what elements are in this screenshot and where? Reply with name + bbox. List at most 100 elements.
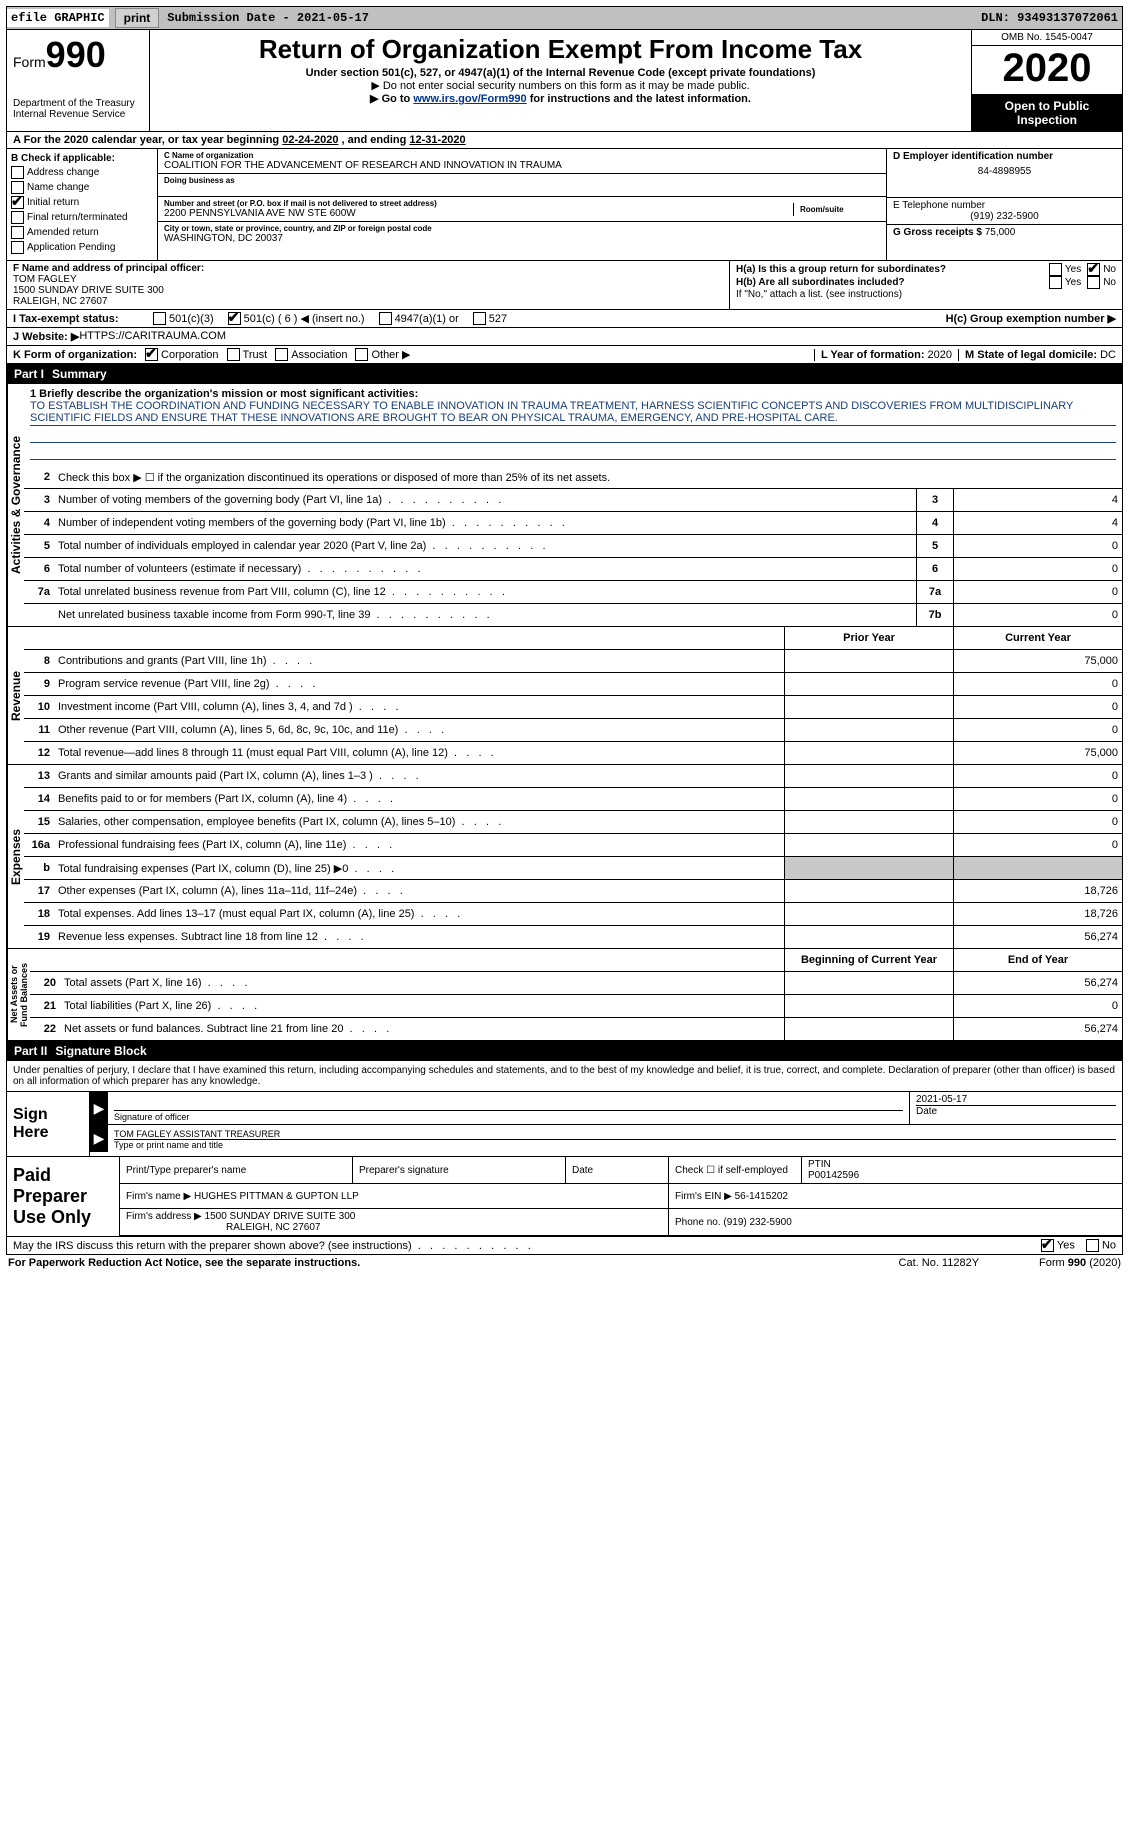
b-checkbox[interactable]	[11, 226, 24, 239]
501c-checkbox[interactable]	[228, 312, 241, 325]
summary-block: Activities & Governance 1 Briefly descri…	[6, 384, 1123, 1041]
hb-yes-checkbox[interactable]	[1049, 276, 1062, 289]
hb-label: H(b) Are all subordinates included?	[736, 277, 1049, 288]
firm-addr1: 1500 SUNDAY DRIVE SUITE 300	[205, 1211, 356, 1222]
part2-header: Part II Signature Block	[6, 1041, 1123, 1061]
b-check-item: Initial return	[11, 196, 153, 209]
k-assoc-checkbox[interactable]	[275, 348, 288, 361]
q1-label: 1 Briefly describe the organization's mi…	[30, 388, 1116, 400]
table-row: 11Other revenue (Part VIII, column (A), …	[24, 719, 1122, 742]
section-c: C Name of organization COALITION FOR THE…	[158, 149, 886, 260]
table-row: 12Total revenue—add lines 8 through 11 (…	[24, 742, 1122, 765]
header-right: OMB No. 1545-0047 2020 Open to Public In…	[971, 30, 1122, 131]
prep-sig-hdr: Preparer's signature	[353, 1157, 566, 1184]
table-row: 21Total liabilities (Part X, line 26)0	[30, 995, 1122, 1018]
firm-phone: (919) 232-5900	[723, 1217, 791, 1228]
table-row: 15Salaries, other compensation, employee…	[24, 811, 1122, 834]
q1-mission: 1 Briefly describe the organization's mi…	[24, 384, 1122, 466]
table-row: 17Other expenses (Part IX, column (A), l…	[24, 880, 1122, 903]
table-row: 7aTotal unrelated business revenue from …	[24, 581, 1122, 604]
period-end: 12-31-2020	[409, 134, 465, 146]
footer-right: Form 990 (2020)	[1039, 1257, 1121, 1269]
footer: For Paperwork Reduction Act Notice, see …	[6, 1255, 1123, 1271]
b-checkbox[interactable]	[11, 211, 24, 224]
section-j-website: J Website: ▶ HTTPS://CARITRAUMA.COM	[6, 328, 1123, 346]
website-url: HTTPS://CARITRAUMA.COM	[79, 330, 226, 343]
officer-name: TOM FAGLEY	[13, 274, 723, 285]
table-row: 2Check this box ▶ ☐ if the organization …	[24, 466, 1122, 489]
section-d-e-g: D Employer identification number 84-4898…	[886, 149, 1122, 260]
j-label: J Website: ▶	[13, 330, 79, 343]
firm-name: HUGHES PITTMAN & GUPTON LLP	[194, 1191, 359, 1202]
paid-preparer-block: Paid Preparer Use Only Print/Type prepar…	[6, 1157, 1123, 1237]
entity-info-grid: B Check if applicable: Address changeNam…	[6, 149, 1123, 261]
discuss-yes-checkbox[interactable]	[1041, 1239, 1054, 1252]
city-label: City or town, state or province, country…	[164, 224, 880, 233]
org-name: COALITION FOR THE ADVANCEMENT OF RESEARC…	[164, 160, 562, 171]
ha-no-checkbox[interactable]	[1087, 263, 1100, 276]
table-row: 3Number of voting members of the governi…	[24, 489, 1122, 512]
instructions-link[interactable]: www.irs.gov/Form990	[413, 93, 526, 105]
q1-text: TO ESTABLISH THE COORDINATION AND FUNDIN…	[30, 400, 1116, 426]
na-table: Beginning of Current YearEnd of Year20To…	[30, 949, 1122, 1040]
table-row: 18Total expenses. Add lines 13–17 (must …	[24, 903, 1122, 926]
k-label: K Form of organization:	[13, 349, 137, 361]
527-checkbox[interactable]	[473, 312, 486, 325]
table-row: 8Contributions and grants (Part VIII, li…	[24, 650, 1122, 673]
k-trust-checkbox[interactable]	[227, 348, 240, 361]
b-checkbox[interactable]	[11, 166, 24, 179]
ha-yes-checkbox[interactable]	[1049, 263, 1062, 276]
room-label: Room/suite	[800, 205, 880, 214]
subtitle-2: ▶ Do not enter social security numbers o…	[156, 79, 965, 92]
k-corp-checkbox[interactable]	[145, 348, 158, 361]
e-label: E Telephone number	[893, 200, 1116, 211]
table-row: 13Grants and similar amounts paid (Part …	[24, 765, 1122, 788]
header-title-block: Return of Organization Exempt From Incom…	[150, 30, 971, 131]
501c-text: 501(c) ( 6 ) ◀ (insert no.)	[244, 312, 365, 325]
discuss-no-checkbox[interactable]	[1086, 1239, 1099, 1252]
501c3-checkbox[interactable]	[153, 312, 166, 325]
ag-table: 2Check this box ▶ ☐ if the organization …	[24, 466, 1122, 626]
l-year: 2020	[928, 349, 952, 361]
4947-checkbox[interactable]	[379, 312, 392, 325]
street-address: 2200 PENNSYLVANIA AVE NW STE 600W	[164, 208, 356, 219]
table-row: 22Net assets or fund balances. Subtract …	[30, 1018, 1122, 1041]
b-check-item: Final return/terminated	[11, 211, 153, 224]
paid-preparer-label: Paid Preparer Use Only	[7, 1157, 120, 1236]
table-row: 19Revenue less expenses. Subtract line 1…	[24, 926, 1122, 949]
b-check-item: Address change	[11, 166, 153, 179]
arrow-icon: ▶	[90, 1092, 108, 1124]
dept-treasury: Department of the Treasury Internal Reve…	[13, 98, 143, 120]
period-row: A For the 2020 calendar year, or tax yea…	[6, 132, 1123, 149]
prep-selfemp-hdr: Check ☐ if self-employed	[669, 1157, 802, 1184]
d-label: D Employer identification number	[893, 151, 1116, 162]
section-i: I Tax-exempt status: 501(c)(3) 501(c) ( …	[6, 310, 1123, 328]
b-checkbox[interactable]	[11, 196, 24, 209]
addr-label: Number and street (or P.O. box if mail i…	[164, 199, 787, 208]
table-header-row: Beginning of Current YearEnd of Year	[30, 949, 1122, 972]
l-label: L Year of formation:	[821, 349, 928, 361]
b-checkbox[interactable]	[11, 241, 24, 254]
print-button[interactable]: print	[115, 8, 160, 28]
irs-discuss-q: May the IRS discuss this return with the…	[13, 1240, 531, 1252]
subtitle-1: Under section 501(c), 527, or 4947(a)(1)…	[156, 67, 965, 79]
b-title: B Check if applicable:	[11, 153, 153, 164]
table-row: Net unrelated business taxable income fr…	[24, 604, 1122, 627]
officer-addr1: 1500 SUNDAY DRIVE SUITE 300	[13, 285, 723, 296]
k-other-checkbox[interactable]	[355, 348, 368, 361]
table-row: 4Number of independent voting members of…	[24, 512, 1122, 535]
dln: DLN: 93493137072061	[981, 11, 1122, 25]
subtitle-3: ▶ Go to www.irs.gov/Form990 for instruct…	[156, 92, 965, 105]
section-f: F Name and address of principal officer:…	[7, 261, 730, 309]
sign-here-block: Sign Here ▶ Signature of officer 2021-05…	[6, 1091, 1123, 1157]
officer-addr2: RALEIGH, NC 27607	[13, 296, 723, 307]
table-header-row: Prior YearCurrent Year	[24, 627, 1122, 650]
form-word: Form	[13, 54, 46, 70]
section-label-exp: Expenses	[7, 765, 24, 948]
ptin-cell: PTIN P00142596	[802, 1157, 1123, 1184]
hb-no-checkbox[interactable]	[1087, 276, 1100, 289]
hc-label: H(c) Group exemption number ▶	[946, 312, 1116, 325]
section-label-ag: Activities & Governance	[7, 384, 24, 626]
table-row: 5Total number of individuals employed in…	[24, 535, 1122, 558]
sign-date: 2021-05-17	[916, 1094, 1116, 1106]
